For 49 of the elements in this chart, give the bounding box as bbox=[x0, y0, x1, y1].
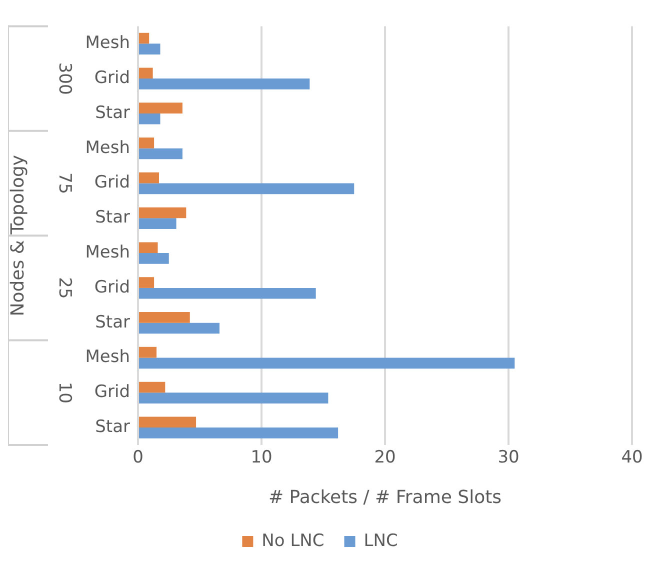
text: 25 bbox=[54, 277, 75, 299]
x-tick-label: 0 bbox=[132, 448, 144, 468]
bar bbox=[139, 322, 220, 334]
y-tick-label: Mesh bbox=[85, 33, 130, 54]
y-tick-label: Grid bbox=[94, 277, 130, 298]
x-axis-title: # Packets / # Frame Slots bbox=[268, 486, 502, 508]
bar bbox=[139, 207, 186, 218]
bar bbox=[139, 183, 354, 194]
bar bbox=[139, 312, 190, 323]
bar bbox=[139, 392, 328, 404]
text: 75 bbox=[54, 172, 75, 194]
text: 300 bbox=[54, 62, 75, 95]
bar bbox=[139, 148, 182, 160]
x-tick-label: 40 bbox=[621, 448, 643, 468]
legend-label: LNC bbox=[364, 530, 398, 551]
y-tick-label: Star bbox=[95, 312, 130, 332]
y-tick-label: Mesh bbox=[85, 242, 130, 262]
bar bbox=[139, 358, 515, 369]
bar bbox=[139, 138, 154, 148]
y-tick-label: Star bbox=[95, 416, 130, 437]
bar bbox=[139, 218, 176, 229]
bar bbox=[139, 172, 159, 184]
y-tick-label: Star bbox=[95, 208, 130, 228]
bar bbox=[139, 416, 196, 428]
y-tick-label: Star bbox=[95, 102, 130, 123]
y-tick-label: Mesh bbox=[85, 347, 130, 368]
y-tick-label: Grid bbox=[94, 68, 130, 88]
bar bbox=[139, 277, 154, 288]
text: 10 bbox=[54, 382, 75, 404]
bar bbox=[139, 253, 169, 264]
y-tick-label: Grid bbox=[94, 172, 130, 193]
y-axis-title: Nodes & Topology bbox=[7, 154, 28, 316]
x-tick-label: 30 bbox=[498, 448, 520, 468]
x-tick-label: 20 bbox=[374, 448, 396, 468]
bar bbox=[139, 428, 338, 438]
bar bbox=[139, 288, 316, 299]
x-tick-label: 10 bbox=[250, 448, 272, 468]
bar bbox=[139, 32, 150, 44]
y-tick-label: Grid bbox=[94, 382, 130, 402]
bar bbox=[139, 382, 166, 393]
bar bbox=[139, 346, 157, 358]
y-tick-label: Mesh bbox=[85, 138, 130, 158]
legend-label: No LNC bbox=[262, 530, 324, 551]
bar bbox=[139, 44, 160, 54]
bar bbox=[139, 102, 182, 114]
bar bbox=[139, 113, 160, 124]
bar bbox=[139, 68, 153, 79]
bar bbox=[139, 242, 158, 254]
bar bbox=[139, 78, 310, 90]
